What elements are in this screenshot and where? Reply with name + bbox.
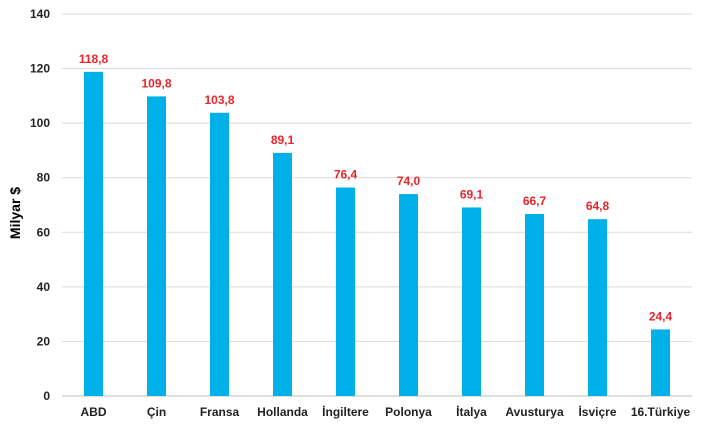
category-label: 16.Türkiye <box>631 405 691 419</box>
bar <box>210 112 229 396</box>
data-label: 89,1 <box>271 133 295 147</box>
bars <box>84 71 670 397</box>
data-labels: 118,8 109,8 103,8 89,1 76,4 74,0 69,1 66,7 64,8 2… <box>79 52 673 324</box>
data-label: 109,8 <box>141 76 171 90</box>
y-tick-label: 60 <box>37 225 51 239</box>
data-label: 66,7 <box>523 194 547 208</box>
data-label: 118,8 <box>79 52 109 66</box>
y-tick-label: 0 <box>43 389 50 403</box>
category-label: Çin <box>147 405 166 419</box>
bar <box>147 96 166 396</box>
category-label: Fransa <box>200 405 240 419</box>
data-label: 69,1 <box>460 187 484 201</box>
y-tick-label: 120 <box>30 62 50 76</box>
y-tick-label: 100 <box>30 116 50 130</box>
x-axis-categories: ABD Çin Fransa Hollanda İngiltere Polonya İtal… <box>81 404 691 419</box>
bar <box>399 194 418 396</box>
y-tick-label: 40 <box>37 280 51 294</box>
category-label: İtalya <box>456 404 487 419</box>
category-label: Hollanda <box>257 405 308 419</box>
category-label: İsviçre <box>578 404 616 419</box>
bar <box>273 152 292 396</box>
category-label: Polonya <box>385 405 432 419</box>
y-tick-label: 140 <box>30 7 50 21</box>
category-label: Avusturya <box>505 405 564 419</box>
bar <box>651 329 670 396</box>
bar <box>336 187 355 396</box>
y-tick-label: 20 <box>37 334 51 348</box>
bar <box>588 219 607 396</box>
bar <box>84 71 103 397</box>
bar <box>462 207 481 396</box>
category-label: İngiltere <box>322 404 369 419</box>
bar <box>525 214 544 396</box>
category-label: ABD <box>81 405 107 419</box>
y-axis-ticks: 0 20 40 60 80 100 120 140 <box>30 7 50 403</box>
data-label: 76,4 <box>334 168 358 182</box>
y-axis-title: Milyar $ <box>7 187 23 239</box>
data-label: 103,8 <box>204 93 234 107</box>
gridlines <box>62 13 692 397</box>
data-label: 74,0 <box>397 174 421 188</box>
data-label: 64,8 <box>586 199 610 213</box>
data-label: 24,4 <box>649 309 673 323</box>
y-tick-label: 80 <box>37 171 51 185</box>
